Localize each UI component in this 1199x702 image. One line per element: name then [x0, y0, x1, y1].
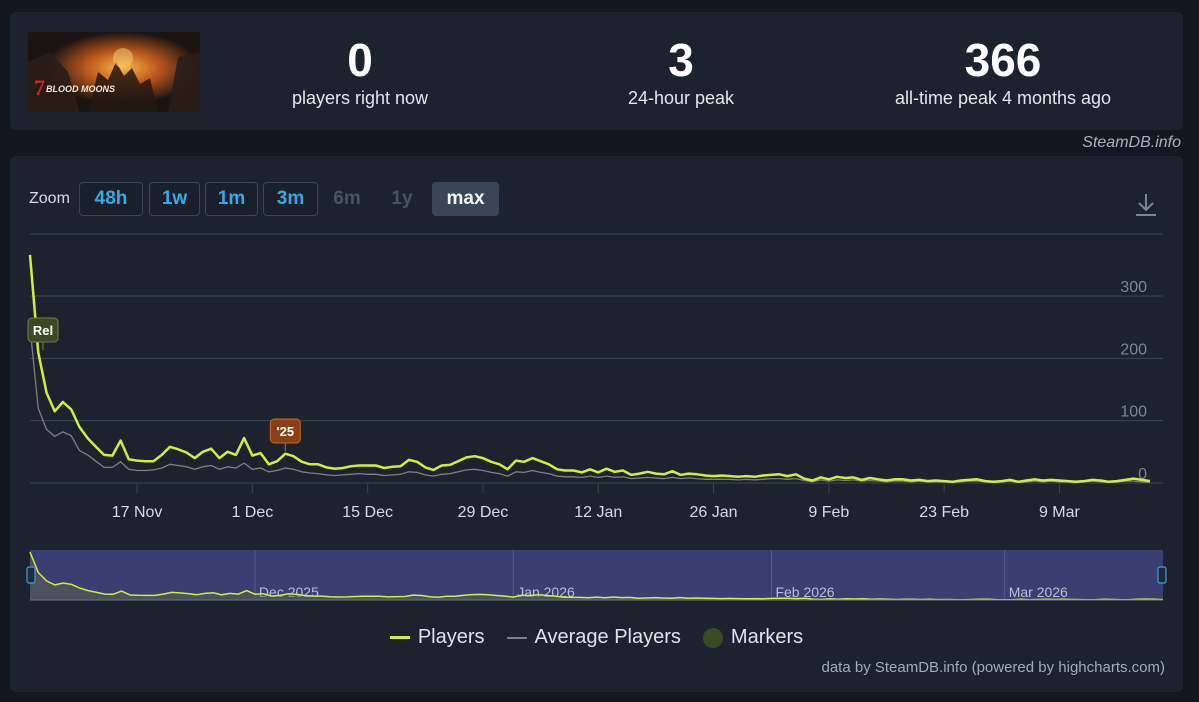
- stats-panel: 7 BLOOD MOONS 0 players right now 3 24-h…: [10, 12, 1183, 130]
- navigator-selection: [30, 550, 1163, 600]
- zoom-label: Zoom: [29, 190, 70, 207]
- stat-value: 0: [347, 34, 373, 86]
- stat-players-now: 0 players right now: [200, 36, 520, 110]
- series-line-average-players: [29, 327, 1151, 484]
- download-icon[interactable]: [1134, 192, 1158, 218]
- zoom-1w-button[interactable]: 1w: [149, 182, 200, 216]
- zoom-3m-button[interactable]: 3m: [263, 182, 318, 216]
- stat-label: players right now: [291, 88, 429, 108]
- legend-players-label: Players: [417, 626, 485, 648]
- zoom-48h-button[interactable]: 48h: [79, 182, 143, 216]
- legend-markers-label: Markers: [730, 626, 804, 648]
- x-tick-label: 9 Feb: [808, 504, 849, 521]
- legend-markers[interactable]: Markers: [702, 626, 804, 649]
- legend-average-label: Average Players: [534, 626, 681, 648]
- player-count-chart[interactable]: 0 100 200 300 17 Nov 1 Dec 15 Dec 29 Dec 12 Jan…: [10, 156, 1183, 616]
- navigator-line: [29, 551, 1164, 601]
- y-tick-label: 300: [1120, 279, 1147, 296]
- game-cover-art: 7 BLOOD MOONS: [28, 32, 200, 112]
- legend-markers-swatch: [702, 627, 723, 648]
- chart-panel: Zoom 48h 1w 1m 3m 6m 1y max 0 100 200 300 1…: [10, 156, 1183, 692]
- zoom-max-button[interactable]: max: [432, 182, 499, 216]
- chart-grid: [30, 233, 1163, 484]
- navigator-label: Feb 2026: [775, 584, 834, 600]
- y-tick-label: 100: [1120, 404, 1147, 421]
- x-axis-ticks: 17 Nov 1 Dec 15 Dec 29 Dec 12 Jan 26 Jan 9 Feb…: [112, 483, 1081, 521]
- marker-release: Rel: [27, 317, 59, 350]
- stat-value: 366: [964, 34, 1042, 86]
- x-tick-label: 9 Mar: [1039, 504, 1081, 521]
- stat-label: 24-hour peak: [627, 88, 735, 108]
- stat-value: 3: [668, 34, 694, 86]
- chart-series: [28, 254, 1151, 484]
- y-tick-label: 0: [1138, 466, 1147, 483]
- zoom-1m-button[interactable]: 1m: [205, 182, 258, 216]
- steamdb-credit[interactable]: SteamDB.info: [1082, 134, 1181, 151]
- x-tick-label: 26 Jan: [690, 504, 738, 521]
- x-tick-label: 15 Dec: [342, 504, 393, 521]
- svg-text:BLOOD MOONS: BLOOD MOONS: [46, 84, 115, 94]
- navigator-label: Mar 2026: [1009, 584, 1068, 600]
- stat-label: all-time peak 4 months ago: [894, 88, 1112, 108]
- stat-24h-peak: 3 24-hour peak: [521, 36, 841, 110]
- marker-2025: '25: [269, 418, 301, 451]
- navigator-handle-left[interactable]: [26, 566, 36, 584]
- legend-players[interactable]: Players: [389, 626, 485, 649]
- x-tick-label: 1 Dec: [231, 504, 273, 521]
- legend-average-players[interactable]: Average Players: [506, 626, 681, 649]
- chart-markers: Rel '25: [27, 317, 301, 451]
- marker-label: Rel: [33, 323, 53, 338]
- svg-text:7: 7: [34, 75, 45, 100]
- x-tick-label: 29 Dec: [458, 504, 509, 521]
- navigator: Dec 2025 Jan 2026 Feb 2026 Mar 2026: [26, 550, 1167, 601]
- chart-legend: Players Average Players Markers: [10, 626, 1183, 649]
- legend-players-swatch: [389, 636, 410, 639]
- stat-all-time-peak: 366 all-time peak 4 months ago: [843, 36, 1163, 110]
- series-line-players: [28, 254, 1151, 484]
- navigator-handle-right[interactable]: [1157, 566, 1167, 584]
- x-tick-label: 17 Nov: [112, 504, 163, 521]
- legend-average-swatch: [506, 636, 527, 639]
- zoom-1y-button: 1y: [391, 188, 413, 209]
- highcharts-credit[interactable]: data by SteamDB.info (powered by highcha…: [821, 659, 1166, 676]
- zoom-6m-button: 6m: [333, 188, 361, 209]
- y-axis-ticks: 0 100 200 300: [1120, 279, 1147, 483]
- marker-label: '25: [277, 424, 295, 439]
- x-tick-label: 12 Jan: [574, 504, 622, 521]
- x-tick-label: 23 Feb: [919, 504, 969, 521]
- game-cover-image[interactable]: 7 BLOOD MOONS: [28, 32, 200, 112]
- y-tick-label: 200: [1120, 341, 1147, 358]
